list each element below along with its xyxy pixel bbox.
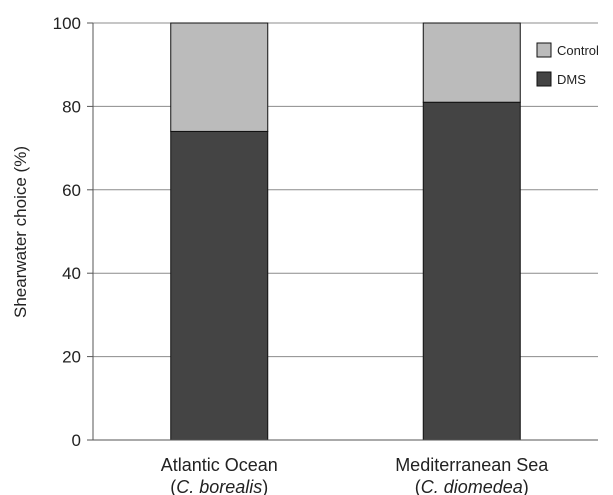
axes: [87, 22, 598, 441]
bar-segment-control: [170, 22, 269, 132]
gridlines: [93, 22, 598, 358]
y-tick-label: 0: [72, 431, 81, 450]
x-category-label: Mediterranean Sea: [395, 455, 549, 475]
x-category-species: (C. borealis): [170, 477, 268, 495]
y-tick-label: 40: [62, 264, 81, 283]
y-axis-title: Shearwater choice (%): [11, 146, 30, 318]
bar-segment-control: [422, 22, 521, 103]
bars: [170, 22, 521, 441]
y-tick-label: 60: [62, 181, 81, 200]
y-tick-label: 20: [62, 348, 81, 367]
y-tick-label: 100: [53, 14, 81, 33]
legend-label: DMS: [557, 72, 586, 87]
x-category-labels: Atlantic Ocean (C. borealis) Mediterranean…: [161, 455, 550, 495]
y-tick-label: 80: [62, 97, 81, 116]
bar-segment-dms: [170, 130, 269, 441]
legend: Control DMS: [536, 42, 599, 87]
legend-swatch: [536, 42, 552, 58]
y-tick-labels: 0 20 40 60 80 100: [53, 14, 81, 450]
bar-segment-dms: [422, 101, 521, 441]
legend-label: Control: [557, 43, 599, 58]
legend-swatch: [536, 71, 552, 87]
x-category-species: (C. diomedea): [415, 477, 529, 495]
x-category-label: Atlantic Ocean: [161, 455, 278, 475]
